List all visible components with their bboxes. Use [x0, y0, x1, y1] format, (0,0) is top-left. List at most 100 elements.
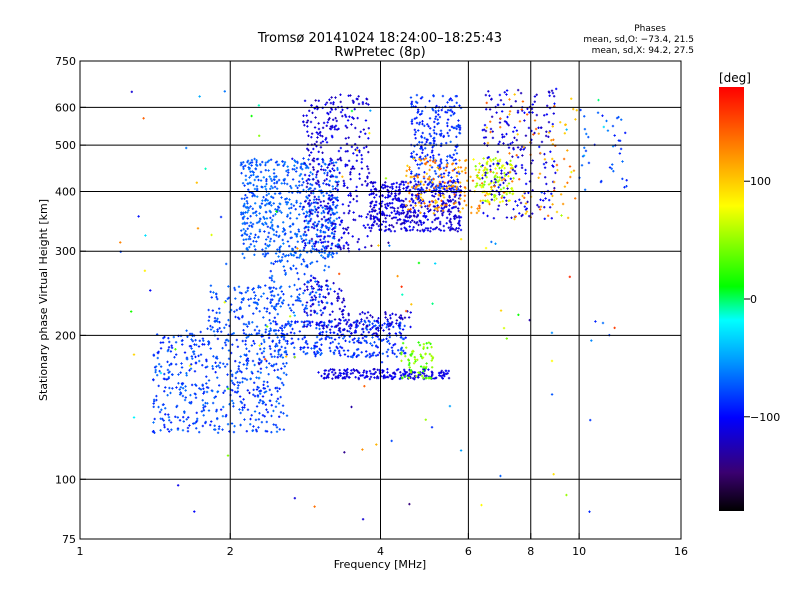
data-point: [159, 347, 163, 350]
data-point: [369, 375, 373, 379]
data-point: [193, 370, 197, 373]
data-point: [230, 399, 234, 403]
data-point: [239, 423, 242, 427]
data-point: [299, 348, 302, 351]
data-point: [260, 351, 264, 355]
data-point: [365, 328, 369, 331]
data-point: [260, 342, 263, 346]
data-point: [345, 373, 349, 377]
data-point: [273, 369, 276, 372]
data-point: [156, 356, 159, 360]
data-point: [392, 343, 395, 347]
data-point: [157, 350, 160, 354]
data-point: [326, 373, 330, 377]
data-point: [276, 336, 279, 339]
data-point: [306, 281, 309, 284]
data-point: [236, 316, 240, 319]
data-point: [273, 305, 276, 309]
data-point: [360, 341, 363, 345]
data-point: [209, 423, 212, 427]
data-point: [269, 353, 273, 356]
data-point: [288, 285, 291, 288]
data-point: [441, 374, 445, 377]
data-point: [167, 336, 170, 340]
data-point: [244, 323, 248, 326]
data-point: [278, 348, 282, 351]
data-point: [376, 368, 379, 372]
data-point: [305, 339, 308, 343]
data-point: [386, 340, 389, 343]
data-point: [316, 350, 319, 353]
data-point: [177, 382, 180, 385]
data-point: [328, 346, 331, 350]
data-point: [274, 308, 277, 311]
data-point: [425, 376, 428, 380]
data-point: [205, 375, 208, 378]
data-point: [314, 291, 318, 294]
data-point: [238, 291, 242, 294]
data-point: [242, 329, 245, 332]
data-point: [168, 430, 171, 433]
data-point: [407, 376, 411, 380]
data-point: [170, 428, 173, 431]
data-point: [167, 377, 170, 380]
data-point: [353, 369, 356, 372]
data-point: [217, 427, 221, 431]
data-point: [243, 377, 247, 380]
data-point: [265, 408, 268, 411]
data-point: [434, 376, 437, 380]
data-point: [243, 418, 246, 421]
data-point: [349, 372, 353, 375]
data-point: [214, 361, 217, 364]
data-point: [277, 402, 281, 405]
data-point: [183, 398, 187, 402]
data-point: [351, 338, 355, 342]
data-point: [361, 336, 365, 340]
data-point: [425, 342, 428, 345]
data-point: [195, 384, 198, 387]
data-point: [215, 408, 218, 412]
colorbar-tick-label: −100: [750, 411, 780, 424]
data-point: [365, 335, 368, 338]
y-axis-label: Stationary phase Virtual Height [km]: [37, 199, 50, 401]
data-point: [241, 408, 244, 412]
data-point: [317, 303, 321, 307]
data-point: [263, 306, 266, 310]
data-point: [303, 346, 306, 349]
data-point: [368, 320, 372, 324]
data-point: [337, 349, 341, 353]
data-point: [188, 424, 191, 427]
data-point: [239, 307, 242, 311]
data-point: [233, 288, 237, 292]
data-point: [211, 401, 215, 405]
data-point: [252, 291, 256, 294]
data-point: [249, 423, 252, 426]
data-point: [275, 386, 279, 390]
data-point: [323, 257, 327, 260]
data-point: [372, 368, 375, 371]
data-point: [251, 372, 254, 375]
data-point: [241, 316, 244, 319]
data-point: [422, 369, 425, 373]
data-point: [399, 336, 403, 339]
data-point: [393, 342, 397, 346]
data-point: [296, 320, 299, 324]
data-point: [329, 287, 332, 291]
data-point: [233, 383, 236, 386]
data-point: [270, 304, 274, 308]
data-point: [253, 297, 256, 300]
data-point: [259, 371, 262, 374]
data-point: [232, 430, 236, 434]
data-point: [271, 364, 275, 368]
data-point: [346, 368, 349, 371]
data-point: [354, 376, 357, 379]
data-point: [162, 336, 165, 340]
data-point: [272, 262, 275, 266]
data-point: [246, 325, 249, 328]
data-point: [197, 354, 200, 358]
data-point: [259, 361, 263, 364]
data-point: [282, 293, 285, 296]
data-point: [272, 286, 275, 289]
data-point: [364, 355, 368, 358]
data-point: [241, 406, 244, 409]
